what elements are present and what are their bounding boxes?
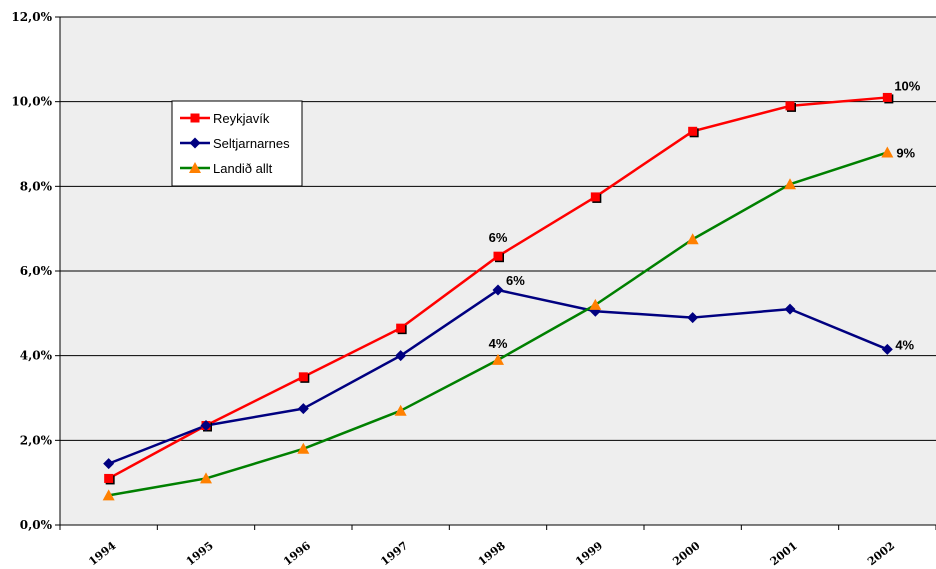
data-point-reykjavik (104, 473, 115, 485)
data-point-landid-allt (784, 178, 796, 190)
data-point-seltjarnarnes (200, 420, 212, 432)
legend-marker (189, 137, 201, 149)
legend: Reykjavík Seltjarnarnes Landið allt (171, 100, 303, 187)
y-tick-label: 4,0% (20, 349, 53, 363)
data-label-landid-allt: 4% (489, 336, 508, 351)
data-point-landid-allt (394, 404, 407, 416)
data-point-reykjavik (298, 372, 310, 383)
legend-label: Landið allt (213, 161, 273, 176)
data-point-reykjavik (785, 101, 796, 112)
data-label-reykjavik: 6% (489, 230, 508, 245)
data-point-seltjarnarnes (395, 350, 407, 362)
data-point-seltjarnarnes (297, 403, 309, 415)
data-point-seltjarnarnes (784, 303, 796, 315)
x-tick-label: 1999 (573, 539, 605, 568)
y-tick-label: 8,0% (20, 179, 53, 193)
data-label-landid-allt: 9% (896, 145, 915, 160)
data-point-landid-allt (881, 146, 894, 158)
y-tick-label: 0,0% (20, 518, 53, 532)
series-group (102, 92, 894, 501)
data-point-seltjarnarnes (103, 458, 115, 470)
data-point-landid-allt (200, 472, 212, 484)
legend-entry-reykjavik: Reykjavík (180, 111, 270, 126)
legend-label: Seltjarnarnes (213, 136, 290, 151)
data-labels: 6% 10% 6% 4% 4% 9% (489, 78, 921, 352)
data-point-reykjavik (590, 192, 602, 203)
x-tick-label: 1998 (476, 539, 508, 568)
data-label-reykjavik: 10% (894, 78, 920, 93)
data-point-landid-allt (589, 298, 602, 310)
y-tick-label: 12,0% (11, 10, 52, 24)
x-tick-label: 1994 (86, 539, 118, 568)
x-axis-ticks: 1994 1995 1996 1997 1998 1999 2000 2001 2002 (59, 525, 936, 568)
x-tick-label: 1996 (281, 539, 313, 568)
legend-marker (190, 113, 200, 123)
x-tick-label: 1997 (378, 539, 410, 568)
legend-entry-seltjarnarnes: Seltjarnarnes (180, 136, 290, 151)
data-point-reykjavik (688, 126, 699, 138)
x-tick-label: 1995 (184, 539, 216, 568)
y-tick-label: 2,0% (20, 433, 53, 447)
x-tick-label: 2001 (768, 539, 800, 568)
y-tick-label: 10,0% (11, 95, 52, 109)
data-point-seltjarnarnes (881, 343, 893, 355)
legend-entry-landid-allt: Landið allt (180, 161, 273, 176)
x-tick-label: 2002 (865, 539, 897, 568)
y-axis-ticks: 0,0% 2,0% 4,0% 6,0% 8,0% 10,0% 12,0% (11, 10, 60, 532)
data-point-reykjavik (882, 92, 894, 104)
data-label-seltjarnarnes: 4% (895, 337, 914, 352)
data-point-seltjarnarnes (492, 284, 504, 296)
data-point-landid-allt (102, 489, 115, 501)
data-label-seltjarnarnes: 6% (506, 273, 525, 288)
data-point-seltjarnarnes (687, 312, 699, 324)
legend-marker (189, 162, 201, 173)
y-tick-label: 6,0% (20, 264, 53, 278)
data-point-landid-allt (297, 442, 310, 454)
x-tick-label: 2000 (670, 539, 702, 568)
data-point-reykjavik (396, 323, 407, 335)
legend-items: Reykjavík Seltjarnarnes Landið allt (180, 111, 290, 176)
data-point-landid-allt (492, 353, 504, 365)
data-point-reykjavik (493, 251, 504, 263)
legend-label: Reykjavík (213, 111, 270, 126)
data-point-landid-allt (686, 233, 699, 245)
